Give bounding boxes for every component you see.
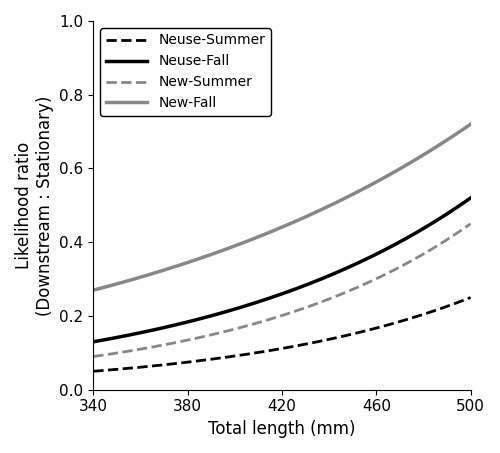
New-Summer <box>270 316 276 321</box>
New-Summer <box>315 300 321 306</box>
New-Fall <box>294 218 300 223</box>
Neuse-Fall <box>315 278 321 283</box>
Neuse-Summer <box>315 339 321 344</box>
Neuse-Fall <box>272 294 278 299</box>
New-Summer <box>458 227 464 233</box>
Legend: Neuse-Summer, Neuse-Fall, New-Summer, New-Fall: Neuse-Summer, Neuse-Fall, New-Summer, Ne… <box>100 28 271 116</box>
New-Fall <box>315 208 321 214</box>
Neuse-Fall <box>468 195 473 201</box>
Neuse-Summer <box>272 347 278 352</box>
Neuse-Fall <box>458 202 464 207</box>
Line: New-Summer: New-Summer <box>94 224 470 357</box>
Neuse-Fall <box>400 238 406 243</box>
Neuse-Summer <box>400 318 406 323</box>
New-Summer <box>468 221 473 226</box>
Line: Neuse-Fall: Neuse-Fall <box>94 198 470 342</box>
New-Summer <box>294 308 300 313</box>
New-Fall <box>458 128 464 133</box>
Neuse-Summer <box>294 343 300 348</box>
New-Fall <box>272 227 278 233</box>
Neuse-Summer <box>90 369 96 374</box>
Y-axis label: Likelihood ratio
(Downstream : Stationary): Likelihood ratio (Downstream : Stationar… <box>15 95 54 316</box>
New-Fall <box>90 288 96 293</box>
New-Summer <box>400 263 406 268</box>
Neuse-Fall <box>270 294 276 300</box>
New-Summer <box>90 354 96 359</box>
Neuse-Fall <box>90 339 96 344</box>
New-Fall <box>468 121 473 127</box>
Line: New-Fall: New-Fall <box>94 124 470 290</box>
Neuse-Summer <box>468 295 473 300</box>
Line: Neuse-Summer: Neuse-Summer <box>94 298 470 371</box>
New-Summer <box>272 315 278 320</box>
New-Fall <box>270 228 276 234</box>
Neuse-Fall <box>294 285 300 291</box>
Neuse-Summer <box>270 347 276 353</box>
X-axis label: Total length (mm): Total length (mm) <box>208 420 356 438</box>
Neuse-Summer <box>458 299 464 304</box>
New-Fall <box>400 164 406 170</box>
